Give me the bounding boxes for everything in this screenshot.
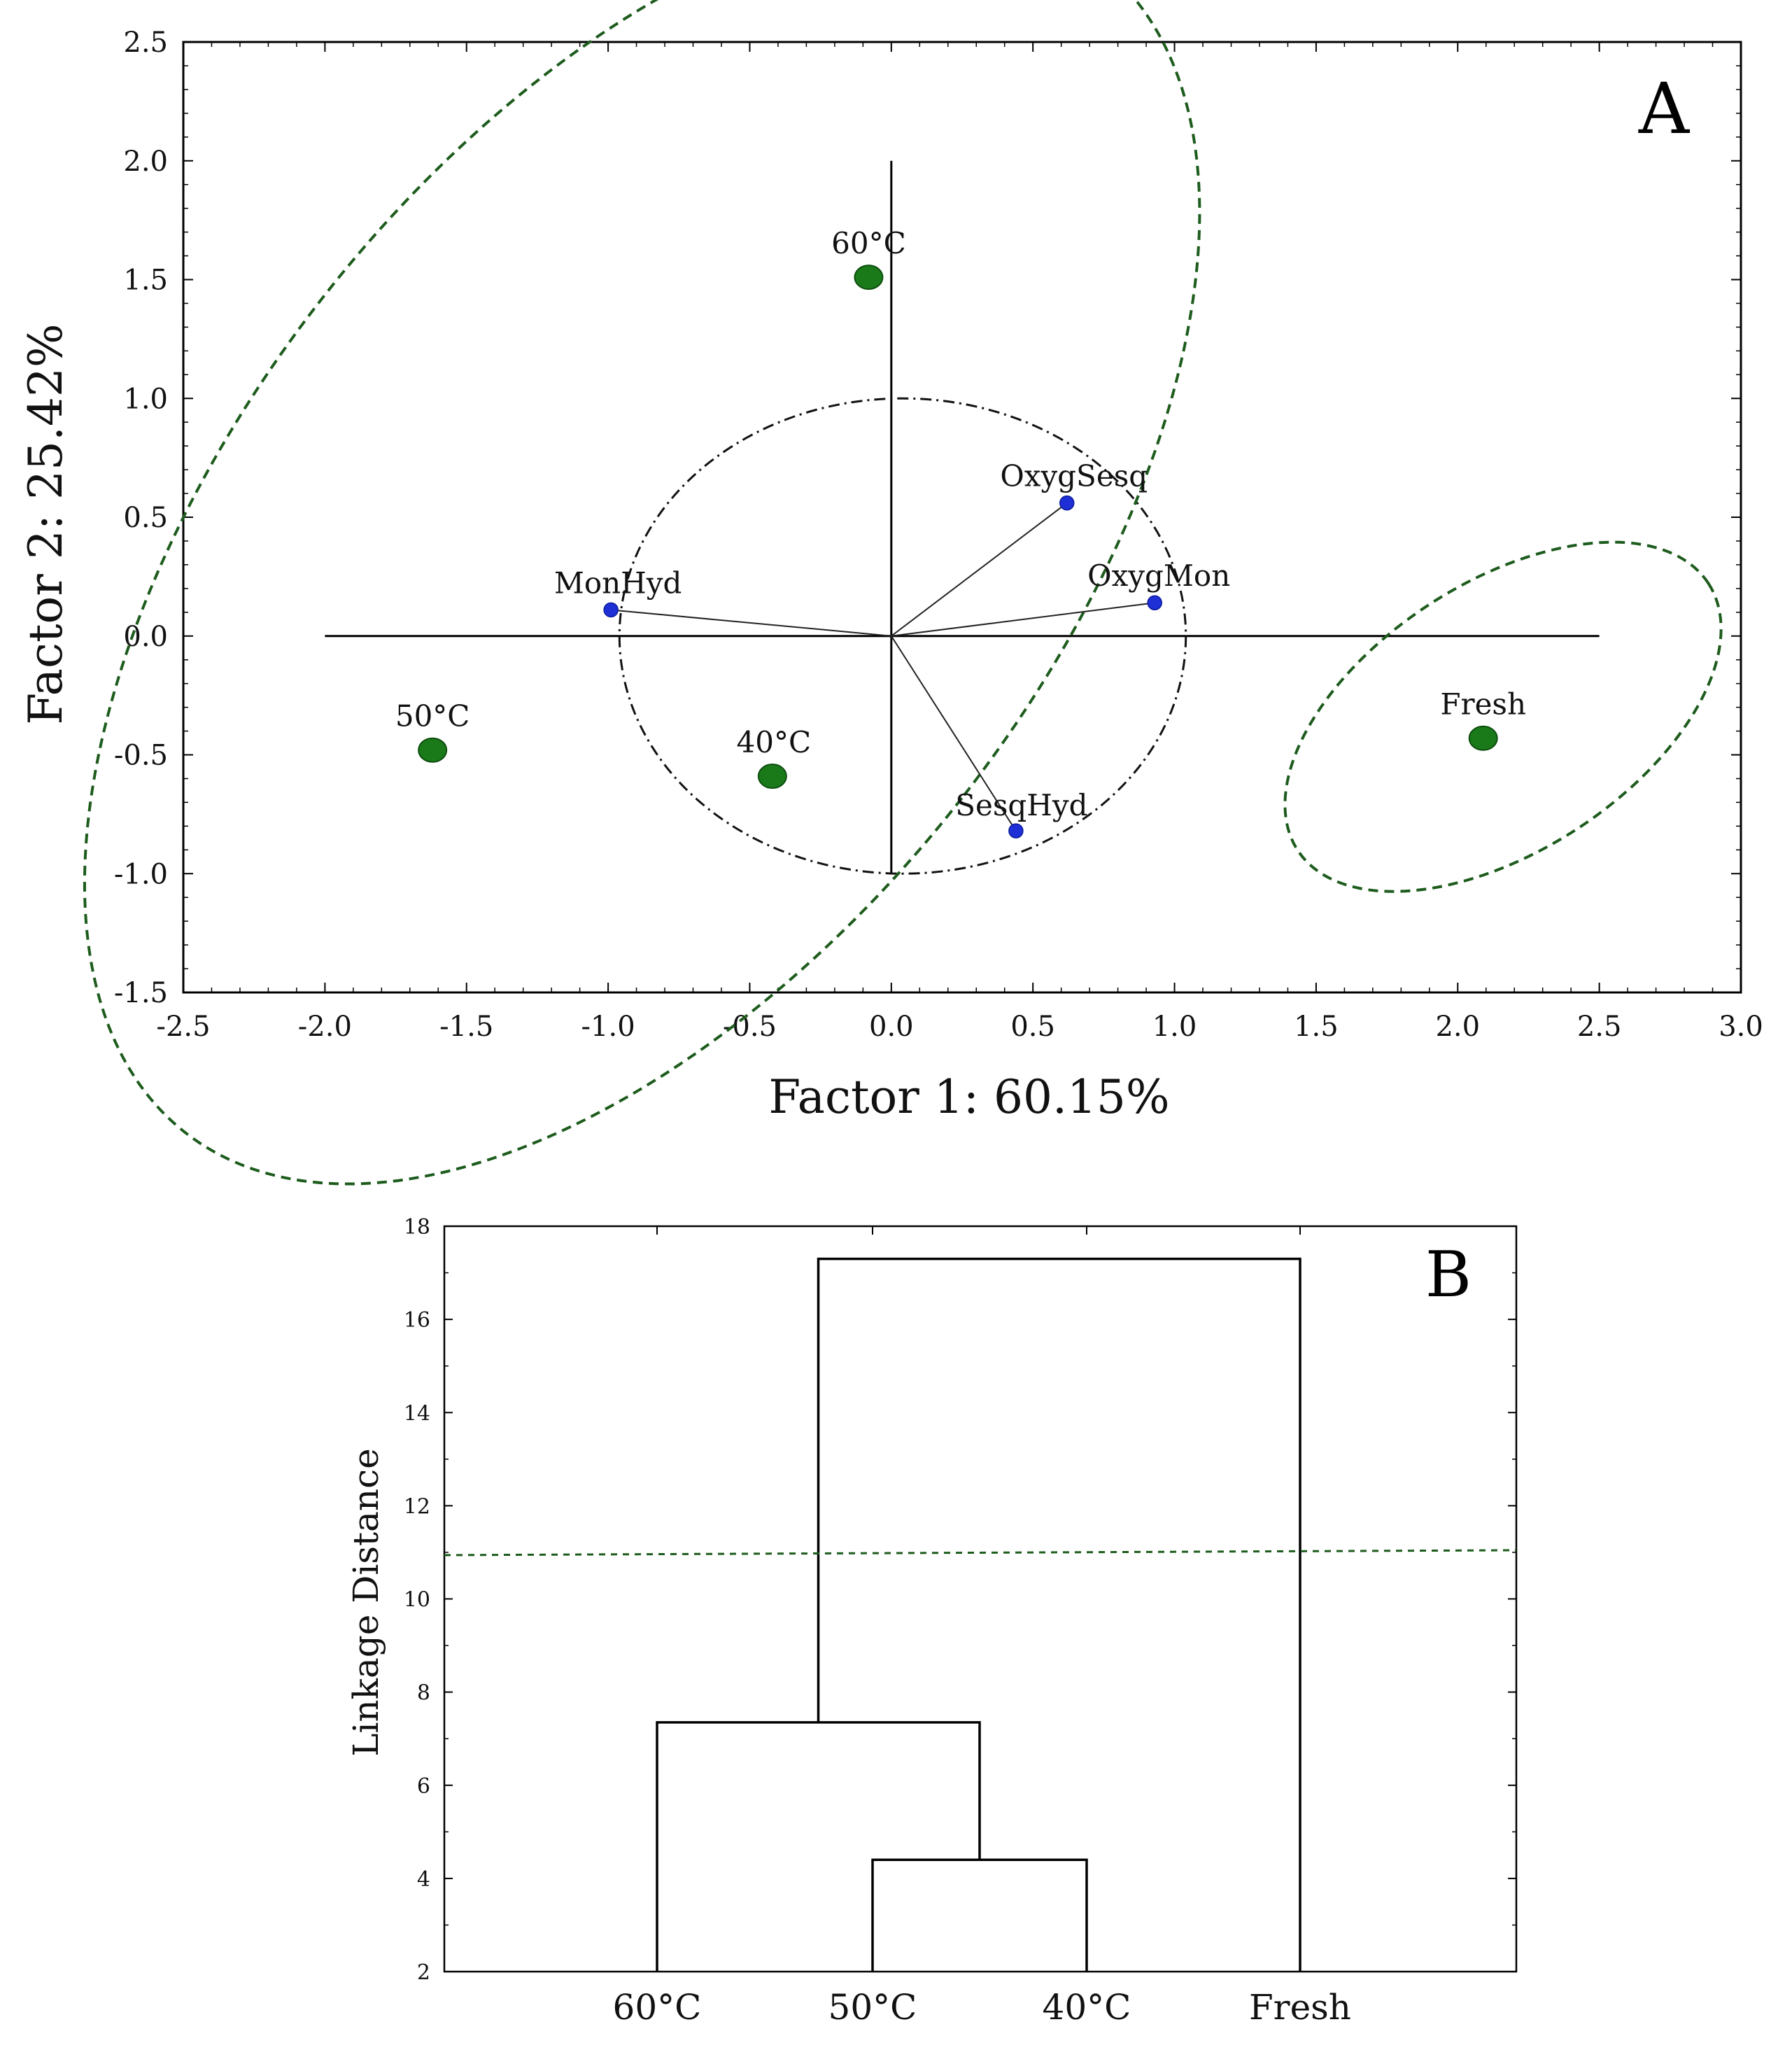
panel-a-x-axis-title: Factor 1: 60.15% [768,1070,1169,1124]
sample-point-60c [854,265,884,290]
panel-a-plot-frame [182,41,1742,994]
leaf-label-fresh: Fresh [1249,1987,1351,2028]
panel-b-cut-line-group [444,1549,1517,1557]
branch-root-fresh [817,1257,1301,1972]
sample-label-40c: 40°C [737,725,812,759]
x-tick-label: -1.5 [439,1011,493,1043]
y-tick-label: 6 [417,1774,430,1799]
y-tick-label: 18 [404,1215,430,1240]
x-tick-label: 2.5 [1577,1011,1622,1043]
variable-label-oxygsesq: OxygSesq [1000,459,1148,493]
variable-point-oxygsesq [1059,495,1075,511]
branch-60c-group [656,1721,981,1972]
y-tick-label: 10 [404,1588,430,1613]
y-tick-label: 1.0 [123,383,168,415]
y-tick-label: 0.0 [123,621,168,653]
panel-b-ticks: 2 4 6 8 10 12 14 16 18 60°C 50°C 40°C Fresh [404,1215,1516,2028]
sample-label-50c: 50°C [395,699,470,733]
y-tick-label: 0.5 [123,502,168,534]
panel-a-pca-biplot: -2.5 -2.0 -1.5 -1.0 -0.5 0.0 0.5 1.0 1.5 2.0 2.5 3.… [19,0,1763,1186]
y-tick-label: 2.5 [123,27,168,59]
x-tick-label: 2.0 [1435,1011,1480,1043]
variable-point-monhyd [603,602,619,618]
x-tick-label: 0.5 [1010,1011,1055,1043]
cluster-ellipse-heated [83,0,1201,1186]
panel-a-y-axis-title: Factor 2: 25.42% [19,323,73,724]
panel-a-sample-points: 60°C 50°C 40°C Fresh [395,226,1526,789]
leaf-label-50c: 50°C [828,1987,917,2028]
sample-point-40c [757,764,787,789]
sample-point-50c [418,737,448,763]
x-tick-label: -2.0 [298,1011,352,1043]
x-tick-label: 1.5 [1294,1011,1339,1043]
vector-oxygsesq [891,502,1068,637]
cluster-ellipse-fresh [1283,540,1723,893]
sample-label-fresh: Fresh [1440,687,1526,722]
leaf-label-40c: 40°C [1043,1987,1131,2028]
y-tick-label: -0.5 [114,740,168,772]
x-tick-label: 0.0 [869,1011,914,1043]
panel-a-correlation-circle [618,397,1187,875]
x-tick-label: -1.0 [581,1011,635,1043]
y-tick-label: 2.0 [123,146,168,178]
vector-oxygmon [891,602,1155,637]
x-tick-label: 3.0 [1719,1011,1763,1043]
y-tick-label: 1.5 [123,265,168,297]
y-tick-label: 12 [404,1494,430,1519]
y-tick-label: 2 [417,1960,430,1985]
panel-a-variable-vectors: OxygSesq MonHyd OxygMon SesqHyd [554,459,1230,838]
vector-sesqhyd [890,636,1017,831]
panel-b-dendrogram: 2 4 6 8 10 12 14 16 18 60°C 50°C 40°C Fresh B Linkag… [346,1215,1518,2028]
y-tick-label: -1.5 [114,977,168,1009]
y-tick-label: 8 [417,1681,430,1706]
panel-a-ticks: -2.5 -2.0 -1.5 -1.0 -0.5 0.0 0.5 1.0 1.5 2.0 2.5 3.… [114,27,1763,1043]
variable-point-oxygmon [1147,595,1162,610]
variable-point-sesqhyd [1008,823,1024,838]
variable-label-monhyd: MonHyd [554,566,682,600]
vector-monhyd [611,609,891,637]
cut-line [444,1549,1517,1557]
panel-b-letter: B [1425,1238,1472,1312]
x-tick-label: -2.5 [156,1011,210,1043]
y-tick-label: 14 [404,1401,430,1426]
x-tick-label: 1.0 [1152,1011,1197,1043]
leaf-label-60c: 60°C [613,1987,702,2028]
panel-a-zero-axes [325,160,1600,874]
y-tick-label: 4 [417,1867,430,1892]
panel-a-letter: A [1638,68,1691,150]
y-tick-label: -1.0 [114,858,168,890]
panel-b-y-axis-title: Linkage Distance [346,1448,386,1756]
sample-label-60c: 60°C [831,226,906,260]
correlation-circle [618,397,1187,875]
variable-label-oxygmon: OxygMon [1087,559,1230,593]
sample-point-fresh [1468,725,1498,751]
branch-50c-40c [871,1858,1088,1972]
panel-b-dendrogram-branches [656,1257,1301,1972]
variable-label-sesqhyd: SesqHyd [955,788,1087,822]
y-tick-label: 16 [404,1308,430,1333]
